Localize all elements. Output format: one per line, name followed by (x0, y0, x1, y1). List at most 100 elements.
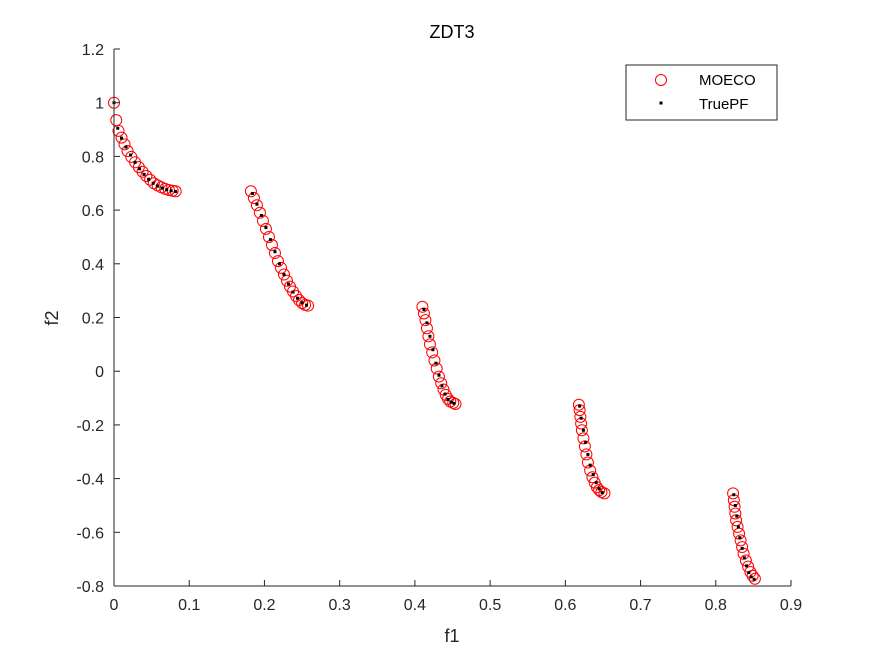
moeco-point (727, 487, 740, 500)
moeco-point (574, 410, 587, 423)
truepf-point (300, 301, 304, 305)
legend: MOECO TruePF (625, 64, 778, 121)
y-tick-label: -0.8 (76, 579, 104, 596)
y-tick-label: 0.2 (82, 311, 104, 328)
truepf-point (452, 401, 456, 405)
truepf-point (752, 577, 756, 581)
moeco-point (118, 138, 131, 151)
x-tick-label: 0 (110, 597, 119, 614)
moeco-point (132, 161, 145, 174)
moeco-point (577, 432, 590, 445)
legend-box (625, 64, 778, 121)
y-tick-label: 0.6 (82, 203, 104, 220)
moeco-point (729, 507, 742, 520)
truepf-point (138, 167, 142, 171)
truepf-point (133, 160, 137, 164)
truepf-point (273, 250, 277, 254)
truepf-point (735, 514, 739, 518)
moeco-point (244, 185, 257, 198)
moeco-point (435, 377, 448, 390)
y-tick-label: 0 (95, 364, 104, 381)
truepf-point (431, 348, 435, 352)
truepf-point (147, 177, 151, 181)
x-tick-label: 0.7 (629, 597, 651, 614)
moeco-point (290, 290, 303, 303)
truepf-point (428, 334, 432, 338)
y-tick-label: -0.6 (76, 525, 104, 542)
truepf-point (277, 262, 281, 266)
truepf-point (738, 536, 742, 540)
moeco-point (447, 396, 460, 409)
truepf-point (584, 440, 588, 444)
truepf-point (259, 213, 263, 217)
y-tick-label: -0.2 (76, 418, 104, 435)
moeco-point (115, 131, 128, 144)
moeco-point (247, 192, 260, 205)
truepf-point (437, 373, 441, 377)
truepf-point (597, 487, 601, 491)
truepf-point (291, 290, 295, 294)
moeco-point (432, 370, 445, 383)
moeco-point (575, 424, 588, 437)
truepf-point (264, 226, 268, 230)
truepf-point (425, 321, 429, 325)
moeco-point (731, 520, 744, 533)
x-tick-label: 0.8 (705, 597, 727, 614)
y-tick-label: -0.4 (76, 472, 104, 489)
truepf-point (745, 564, 749, 568)
moeco-point (426, 346, 439, 359)
moeco-point (748, 572, 761, 585)
x-tick-label: 0.6 (554, 597, 576, 614)
x-tick-label: 0.3 (329, 597, 351, 614)
truepf-point (287, 282, 291, 286)
truepf-point (160, 186, 164, 190)
truepf-point (151, 181, 155, 185)
moeco-point (598, 487, 611, 500)
moeco-point (281, 274, 294, 287)
moeco-point (572, 398, 585, 411)
x-tick-label: 0.4 (404, 597, 426, 614)
moeco-point (253, 206, 266, 219)
moeco-point (262, 230, 275, 243)
moeco-point (586, 471, 599, 484)
truepf-point (749, 575, 753, 579)
truepf-point (124, 145, 128, 149)
truepf-point (446, 397, 450, 401)
truepf-point (165, 188, 169, 192)
legend-marker-truepf (659, 101, 663, 105)
y-tick-label: 0.8 (82, 149, 104, 166)
truepf-point (174, 190, 178, 194)
legend-label-truepf: TruePF (699, 96, 748, 113)
moeco-point (296, 297, 309, 310)
truepf-point (579, 416, 583, 420)
chart-title: ZDT3 (430, 22, 475, 42)
truepf-point (116, 126, 120, 130)
y-axis-ticks: -0.8 -0.6 -0.4 -0.2 0 0.2 0.4 0.6 0.8 1 1.2 (76, 42, 120, 596)
truepf-point (250, 191, 254, 195)
truepf-point (156, 184, 160, 188)
moeco-point (136, 165, 149, 178)
truepf-point (742, 556, 746, 560)
moeco-point (265, 239, 278, 252)
moeco-point (293, 294, 306, 307)
truepf-point (586, 452, 590, 456)
x-axis-ticks: 0 0.1 0.2 0.3 0.4 0.5 0.6 0.7 0.8 0.9 (110, 580, 802, 614)
truepf-point (736, 525, 740, 529)
y-tick-label: 1 (95, 96, 104, 113)
moeco-point (274, 261, 287, 274)
truepf-point (588, 463, 592, 467)
moeco-point (746, 569, 759, 582)
plot-area (114, 49, 791, 586)
truepf-point (434, 361, 438, 365)
moeco-point (256, 214, 269, 227)
truepf-point (142, 172, 146, 176)
moeco-point (734, 534, 747, 547)
truepf-point (578, 404, 582, 408)
moeco-point (112, 124, 125, 137)
moeco-point (416, 300, 429, 313)
legend-marker-moeco (655, 74, 667, 86)
truepf-point (733, 503, 737, 507)
truepf-point (449, 400, 453, 404)
y-axis-label: f2 (42, 310, 62, 325)
